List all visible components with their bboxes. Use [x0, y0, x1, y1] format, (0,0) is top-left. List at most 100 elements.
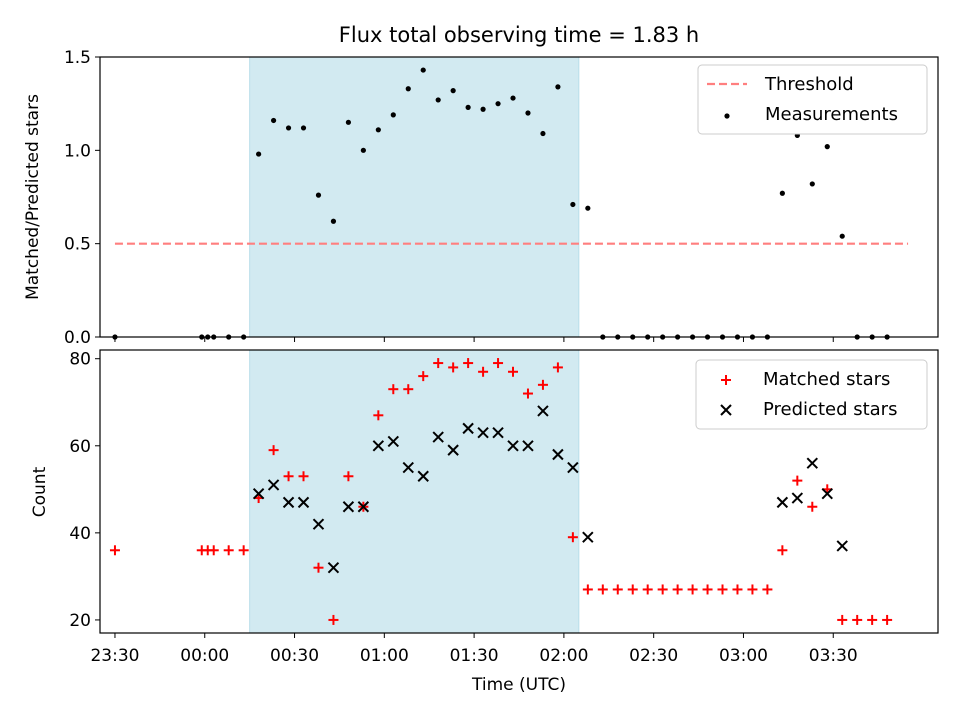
top-legend-box — [697, 64, 928, 135]
predicted-star-point — [791, 492, 804, 504]
bottom-y-tick-label: 80 — [69, 350, 91, 370]
measurement-point — [300, 125, 307, 131]
predicted-star-point — [552, 448, 564, 461]
predicted-star-point — [387, 435, 400, 448]
predicted-star-point — [806, 457, 819, 469]
measurement-point — [405, 86, 411, 92]
x-axis-label: Time (UTC) — [471, 675, 566, 695]
x-tick-label: 01:30 — [450, 646, 499, 666]
x-tick-label: 01:00 — [360, 646, 409, 666]
measurements-legend-swatch — [724, 113, 730, 119]
predicted-stars-legend-label: Predicted stars — [763, 399, 897, 420]
matched-star-point — [268, 445, 279, 456]
measurement-point — [540, 130, 546, 137]
matched-star-point — [522, 388, 533, 399]
predicted-star-point — [582, 531, 594, 543]
predicted-star-point — [477, 427, 489, 439]
matched-star-point — [777, 545, 788, 556]
measurement-point — [525, 110, 531, 116]
measurement-point — [570, 201, 576, 208]
x-tick-label: 00:30 — [270, 646, 319, 666]
matched-star-point — [552, 362, 563, 373]
predicted-star-point — [836, 540, 848, 552]
top-observing-window — [249, 56, 580, 338]
matched-star-point — [433, 358, 444, 369]
predicted-star-point — [342, 501, 355, 513]
measurement-point — [495, 101, 501, 107]
bottom-y-tick-label: 20 — [69, 611, 91, 631]
matched-star-point — [717, 584, 728, 595]
predicted-star-point — [312, 518, 325, 530]
predicted-star-point — [507, 440, 519, 452]
matched-stars-legend-swatch — [721, 375, 731, 385]
measurement-point — [824, 144, 830, 150]
matched-star-point — [537, 379, 548, 390]
matched-star-point — [642, 584, 653, 595]
predicted-star-point — [417, 470, 429, 482]
predicted-star-point — [282, 496, 295, 509]
top-y-tick-label: 0.5 — [64, 235, 91, 255]
top-y-tick-label: 1.0 — [64, 141, 91, 161]
matched-star-point — [567, 532, 578, 543]
predicted-star-point — [327, 561, 340, 574]
top-y-tick-label: 0.0 — [64, 328, 91, 348]
matched-star-point — [732, 584, 743, 595]
matched-star-point — [657, 584, 668, 595]
matched-star-point — [852, 614, 863, 625]
measurement-point — [839, 233, 845, 239]
measurement-point — [375, 127, 381, 133]
matched-star-point — [792, 475, 803, 486]
predicted-star-point — [567, 461, 579, 474]
matched-star-point — [238, 545, 249, 556]
bottom-y-tick-label: 40 — [69, 524, 91, 544]
matched-star-point — [343, 471, 354, 482]
measurement-point — [360, 147, 366, 153]
predicted-star-point — [432, 431, 444, 443]
matched-star-point — [109, 545, 120, 556]
measurement-point — [450, 88, 456, 94]
top-axes-frame — [99, 56, 939, 338]
matched-star-point — [463, 358, 474, 369]
matched-star-point — [313, 562, 324, 573]
matched-star-point — [388, 384, 399, 395]
measurement-point — [285, 125, 292, 131]
predicted-star-point — [297, 496, 310, 509]
predicted-star-point — [462, 422, 474, 435]
matched-star-point — [403, 384, 414, 395]
predicted-star-point — [252, 487, 265, 500]
matched-star-point — [612, 584, 623, 595]
chart-title: Flux total observing time = 1.83 h — [339, 23, 699, 47]
matched-star-point — [493, 358, 504, 369]
measurement-point — [779, 190, 785, 196]
matched-star-point — [298, 471, 309, 482]
matched-star-point — [223, 545, 234, 556]
bottom-y-tick-label: 60 — [69, 437, 91, 457]
matched-star-point — [807, 501, 818, 512]
measurement-point — [270, 117, 277, 124]
measurement-point — [510, 95, 516, 101]
matched-star-point — [882, 614, 893, 625]
matched-star-point — [867, 614, 878, 625]
predicted-star-point — [821, 487, 833, 500]
x-tick-label: 02:30 — [629, 646, 678, 666]
measurement-point — [585, 205, 591, 211]
matched-star-point — [597, 584, 608, 595]
predicted-star-point — [492, 427, 504, 439]
measurement-point — [345, 119, 352, 125]
bottom-axes-frame — [99, 349, 939, 634]
top-y-axis-label: Matched/Predicted stars — [23, 94, 43, 300]
predicted-star-point — [776, 496, 789, 509]
x-tick-label: 03:30 — [809, 646, 858, 666]
predicted-star-point — [267, 479, 280, 491]
predicted-stars-legend-swatch — [720, 404, 732, 416]
bottom-legend-box — [695, 359, 928, 430]
predicted-star-point — [402, 461, 414, 474]
matched-star-point — [283, 471, 294, 482]
measurement-point — [809, 181, 815, 187]
matched-star-point — [837, 614, 848, 625]
matched-star-point — [672, 584, 683, 595]
measurement-point — [390, 112, 396, 118]
matched-star-point — [418, 371, 429, 382]
predicted-star-point — [522, 440, 534, 452]
